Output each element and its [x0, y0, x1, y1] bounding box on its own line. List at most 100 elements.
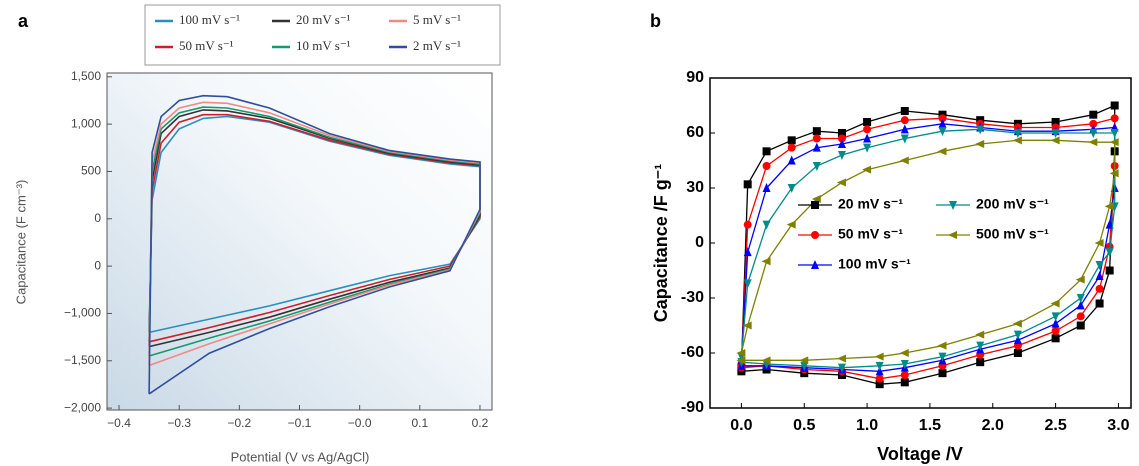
marker: [1095, 261, 1104, 270]
marker: [743, 247, 752, 257]
marker: [948, 231, 957, 239]
marker: [837, 134, 846, 143]
legend-label: 50 mV s⁻¹: [838, 226, 903, 242]
y-tick-label: 60: [686, 124, 704, 141]
marker: [1104, 202, 1114, 211]
marker: [975, 140, 985, 148]
legend-label: 20 mV s⁻¹: [296, 12, 351, 27]
marker: [743, 279, 752, 289]
y-tick-label: 500: [81, 164, 101, 178]
marker: [743, 220, 752, 229]
marker: [800, 361, 809, 371]
marker: [1110, 114, 1119, 123]
marker: [875, 380, 884, 389]
marker: [1051, 334, 1060, 343]
marker: [1095, 299, 1104, 308]
marker: [1051, 327, 1060, 335]
series-line: [148, 109, 481, 348]
marker: [812, 142, 821, 152]
y-tick-label: 0: [94, 258, 101, 272]
legend-box: [144, 4, 501, 66]
marker: [1088, 138, 1098, 147]
marker: [1089, 129, 1098, 138]
marker: [863, 133, 872, 143]
marker: [799, 356, 809, 365]
marker: [787, 136, 796, 145]
panel-label: a: [18, 11, 29, 31]
marker: [762, 162, 771, 170]
x-tick-label: 0.1: [411, 416, 428, 430]
y-axis-title: Capacitance /F g⁻¹: [651, 164, 671, 323]
marker: [787, 184, 796, 193]
marker: [1109, 138, 1119, 147]
x-tick-label: −0.0: [348, 416, 372, 430]
marker: [875, 374, 884, 383]
marker: [1089, 110, 1098, 119]
x-tick-label: 0.5: [793, 417, 815, 434]
x-tick-label: 2.5: [1044, 417, 1066, 434]
marker: [938, 118, 947, 128]
y-tick-label: 90: [686, 69, 704, 86]
marker: [811, 231, 819, 239]
marker: [1095, 271, 1104, 280]
marker: [1076, 300, 1085, 310]
x-tick-label: 2.0: [982, 417, 1004, 434]
marker: [1013, 129, 1022, 138]
x-tick-label: −0.1: [288, 416, 312, 430]
legend-label: 10 mV s⁻¹: [296, 38, 351, 53]
marker: [976, 341, 985, 351]
marker: [1051, 129, 1060, 138]
legend-label: 5 mV s⁻¹: [413, 12, 461, 27]
marker: [949, 201, 957, 210]
marker: [900, 378, 909, 387]
y-tick-label: −1,000: [64, 306, 101, 320]
marker: [1012, 136, 1022, 145]
marker: [837, 151, 846, 160]
y-tick-label: 30: [686, 179, 704, 196]
y-tick-label: 0: [94, 211, 101, 225]
marker: [938, 352, 947, 362]
marker: [812, 134, 821, 143]
marker: [811, 201, 819, 209]
marker: [1094, 239, 1104, 247]
marker: [743, 180, 752, 189]
marker: [1075, 275, 1085, 284]
marker: [1051, 312, 1060, 322]
marker: [1110, 129, 1119, 138]
x-axis-title: Voltage /V: [877, 444, 963, 464]
marker: [1051, 318, 1060, 328]
marker: [938, 369, 947, 378]
marker: [863, 118, 872, 126]
y-tick-label: -60: [681, 344, 704, 361]
marker: [1089, 119, 1098, 128]
plot-frame: [709, 77, 1132, 409]
x-tick-label: −0.2: [227, 416, 251, 430]
marker: [1105, 266, 1114, 275]
legend-label: 100 mV s⁻¹: [179, 12, 240, 27]
marker: [1050, 136, 1060, 145]
marker: [938, 127, 947, 137]
y-tick-label: −1,500: [64, 353, 101, 367]
legend-label: 200 mV s⁻¹: [976, 196, 1049, 212]
marker: [836, 178, 846, 187]
marker: [761, 356, 771, 365]
x-tick-label: 1.5: [919, 417, 941, 434]
y-tick-label: 1,000: [71, 116, 101, 130]
marker: [736, 356, 746, 365]
marker: [1013, 349, 1022, 357]
marker: [1105, 248, 1114, 258]
marker: [742, 321, 752, 330]
marker: [900, 371, 909, 379]
y-tick-label: -90: [681, 399, 704, 416]
marker: [899, 349, 909, 357]
marker: [787, 155, 796, 165]
marker: [1110, 101, 1119, 110]
marker: [976, 125, 985, 135]
marker: [900, 124, 909, 134]
marker: [1076, 294, 1085, 303]
x-tick-label: 3.0: [1107, 417, 1129, 434]
marker: [938, 114, 947, 123]
marker: [736, 349, 746, 357]
